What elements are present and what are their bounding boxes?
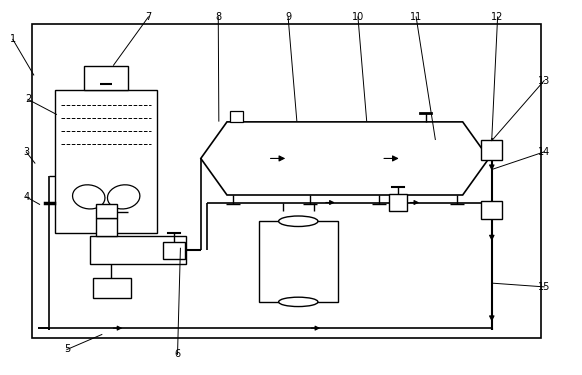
Bar xyxy=(90,236,186,264)
Bar xyxy=(389,194,407,211)
Ellipse shape xyxy=(279,216,318,226)
Bar xyxy=(481,201,502,219)
Ellipse shape xyxy=(73,185,105,209)
Polygon shape xyxy=(201,122,489,195)
Text: 10: 10 xyxy=(352,12,364,22)
Text: 14: 14 xyxy=(538,147,551,157)
Text: 15: 15 xyxy=(538,282,551,292)
Bar xyxy=(95,204,116,218)
Text: 6: 6 xyxy=(175,350,180,359)
Bar xyxy=(481,140,502,160)
Bar xyxy=(55,90,157,232)
Bar xyxy=(95,217,116,236)
Ellipse shape xyxy=(279,297,318,307)
Text: 11: 11 xyxy=(410,12,423,22)
Bar xyxy=(259,221,338,302)
Text: 8: 8 xyxy=(215,12,221,22)
Text: 7: 7 xyxy=(146,12,151,22)
Bar xyxy=(84,66,128,90)
Text: 12: 12 xyxy=(491,12,504,22)
Ellipse shape xyxy=(108,185,140,209)
Text: 1: 1 xyxy=(10,34,16,44)
Text: 5: 5 xyxy=(64,345,70,354)
Bar xyxy=(163,242,185,259)
Bar xyxy=(32,24,541,338)
Text: 3: 3 xyxy=(23,147,29,157)
Text: 13: 13 xyxy=(538,76,551,86)
Text: 9: 9 xyxy=(285,12,291,22)
Bar xyxy=(230,111,243,122)
Text: 2: 2 xyxy=(25,94,31,104)
Bar xyxy=(93,278,131,298)
Text: 4: 4 xyxy=(23,192,29,202)
